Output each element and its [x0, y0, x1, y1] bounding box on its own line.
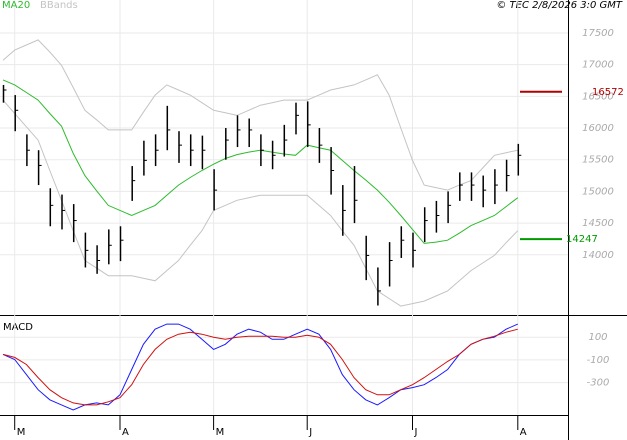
- x-tick-label: A: [122, 427, 129, 438]
- x-tick-label: A: [520, 427, 527, 438]
- x-tick-label: J: [414, 427, 418, 438]
- y-tick-label: 100: [588, 332, 607, 343]
- y-tick-label: 17500: [582, 28, 614, 39]
- x-tick-label: J: [308, 427, 312, 438]
- macd-line: [2, 323, 518, 411]
- y-tick-label: 17000: [582, 60, 614, 71]
- y-tick-label: 14000: [582, 250, 614, 261]
- bband-lower: [2, 99, 519, 307]
- legend-entry: BBands: [40, 0, 78, 11]
- x-tick-label: M: [216, 427, 225, 438]
- macd-title: MACD: [3, 322, 33, 333]
- macd-line: [2, 328, 518, 406]
- level-label: 16572: [592, 87, 624, 98]
- legend-entry: MA20: [2, 0, 30, 11]
- y-tick-label: -100: [587, 355, 610, 366]
- x-tick-label: M: [17, 427, 26, 438]
- y-tick-label: -300: [587, 378, 610, 389]
- level-label: 14247: [566, 234, 598, 245]
- source: © TEC 2/8/2026 3:0 GMT: [496, 0, 623, 11]
- y-tick-label: 15000: [582, 186, 614, 197]
- y-tick-label: 14500: [582, 218, 614, 229]
- bband-upper: [2, 39, 518, 191]
- y-tick-label: 16500: [582, 91, 614, 102]
- y-tick-label: 16000: [582, 123, 614, 134]
- y-tick-label: 15500: [582, 155, 614, 166]
